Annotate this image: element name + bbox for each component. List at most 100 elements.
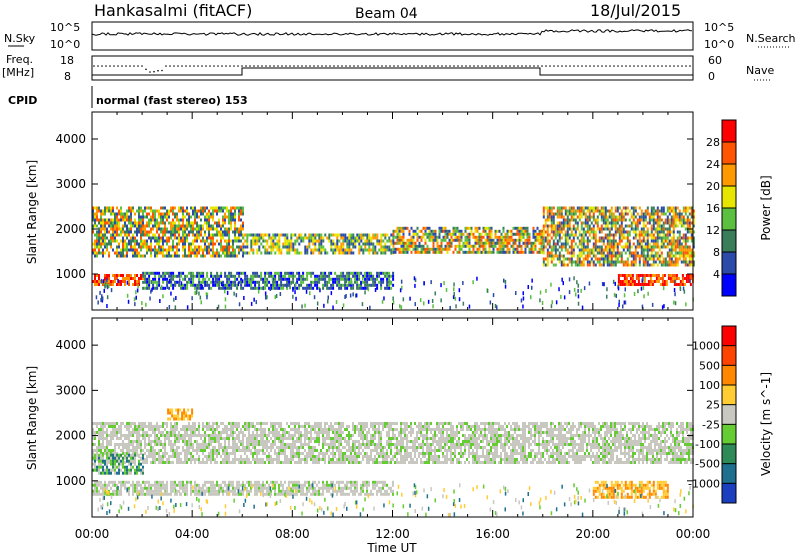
echo-cell	[594, 221, 597, 225]
echo-cell	[586, 245, 589, 249]
echo-cell	[198, 236, 200, 240]
echo-cell	[128, 428, 130, 431]
echo-cell	[518, 241, 521, 245]
echo-cell	[577, 294, 580, 299]
echo-cell	[210, 434, 212, 437]
nsearch-bottom-label: 10^0	[704, 38, 734, 51]
echo-cell	[664, 245, 667, 249]
echo-cell	[210, 215, 212, 219]
echo-cell	[651, 280, 654, 283]
echo-cell	[368, 251, 371, 255]
echo-cell	[264, 271, 267, 275]
echo-cell	[170, 209, 172, 213]
echo-cell	[146, 425, 148, 428]
echo-cell	[618, 233, 621, 237]
echo-cell	[531, 285, 533, 290]
freq-dot	[537, 65, 539, 67]
echo-cell	[686, 251, 689, 255]
echo-cell	[606, 224, 609, 228]
echo-cell	[424, 229, 427, 233]
echo-cell	[320, 245, 323, 249]
echo-cell	[664, 263, 667, 267]
echo-cell	[438, 250, 441, 254]
echo-cell	[558, 212, 561, 216]
echo-cell	[114, 251, 116, 255]
echo-cell	[286, 242, 289, 246]
echo-cell	[670, 245, 673, 249]
echo-cell	[252, 242, 255, 246]
freq-dot	[417, 65, 419, 67]
echo-cell	[466, 232, 469, 236]
echo-cell	[94, 274, 96, 277]
echo-cell	[366, 236, 369, 240]
echo-cell	[254, 428, 256, 431]
echo-cell	[242, 437, 244, 440]
echo-cell	[230, 271, 233, 275]
echo-cell	[688, 263, 691, 267]
echo-cell	[564, 206, 567, 210]
echo-cell	[258, 239, 261, 243]
echo-cell	[266, 248, 269, 252]
echo-cell	[618, 251, 621, 255]
echo-cell	[594, 257, 597, 261]
echo-cell	[618, 299, 620, 304]
echo-cell	[656, 254, 659, 258]
echo-cell	[354, 242, 357, 246]
echo-cell	[562, 257, 565, 261]
echo-cell	[346, 251, 349, 255]
echo-cell	[384, 242, 387, 246]
echo-cell	[602, 236, 605, 240]
echo-cell	[580, 221, 583, 225]
echo-cell	[332, 280, 335, 284]
echo-cell	[166, 209, 168, 213]
echo-cell	[110, 212, 112, 216]
echo-cell	[288, 251, 291, 255]
echo-cell	[220, 422, 222, 425]
echo-cell	[652, 212, 655, 216]
echo-cell	[286, 239, 289, 243]
echo-cell	[672, 209, 675, 213]
echo-cell	[196, 215, 198, 219]
echo-cell	[608, 212, 611, 216]
echo-cell	[94, 206, 96, 210]
echo-cell	[100, 218, 102, 222]
echo-cell	[606, 287, 608, 292]
echo-cell	[186, 233, 188, 237]
echo-cell	[218, 221, 220, 225]
freq-dot	[109, 65, 111, 67]
echo-cell	[148, 274, 151, 278]
echo-cell	[652, 245, 655, 249]
echo-cell	[102, 431, 104, 434]
echo-cell	[678, 236, 681, 240]
echo-cell	[192, 224, 194, 228]
echo-cell	[498, 241, 501, 245]
echo-cell	[202, 425, 204, 428]
echo-cell	[584, 206, 587, 210]
echo-cell	[170, 291, 172, 296]
echo-cell	[488, 244, 491, 248]
echo-cell	[634, 251, 637, 255]
echo-cell	[312, 286, 315, 290]
echo-cell	[212, 218, 214, 222]
echo-cell	[140, 248, 142, 252]
echo-cell	[466, 244, 469, 248]
echo-cell	[514, 250, 517, 254]
echo-cell	[586, 248, 589, 252]
echo-cell	[158, 452, 160, 455]
echo-cell	[314, 248, 317, 252]
echo-cell	[360, 233, 363, 237]
echo-cell	[644, 233, 647, 237]
echo-cell	[114, 215, 116, 219]
echo-cell	[618, 212, 621, 216]
echo-cell	[102, 227, 104, 231]
echo-cell	[230, 283, 233, 287]
freq-dot	[449, 65, 451, 67]
echo-cell	[434, 238, 437, 242]
echo-cell	[424, 250, 427, 254]
echo-cell	[142, 428, 144, 431]
echo-cell	[670, 239, 673, 243]
echo-cell	[122, 422, 124, 425]
echo-cell	[623, 283, 626, 286]
echo-cell	[216, 212, 218, 216]
echo-cell	[142, 271, 145, 275]
